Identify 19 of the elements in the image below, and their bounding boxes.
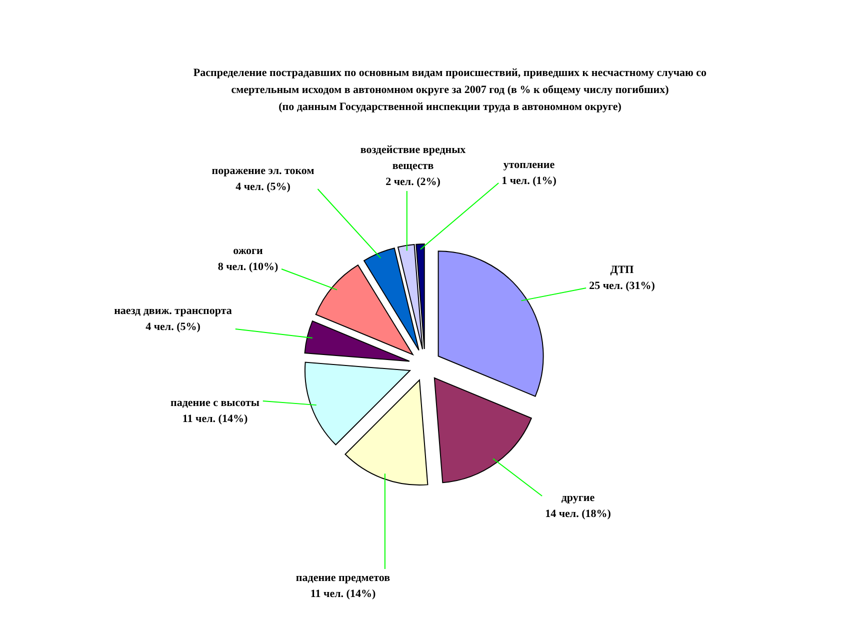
slice-label: утопление: [503, 159, 555, 171]
slice-label: поражение эл. током: [212, 165, 315, 177]
slice-label: другие: [561, 492, 595, 504]
data-label: 4 чел. (5%): [146, 321, 201, 333]
data-label: 1 чел. (1%): [502, 175, 557, 187]
data-label: 11 чел. (14%): [182, 413, 248, 425]
slice-label: падение с высоты: [170, 397, 260, 409]
data-label: 2 чел. (2%): [386, 176, 441, 188]
data-label: 8 чел. (10%): [218, 261, 278, 273]
slice-label: падение предметов: [296, 572, 390, 584]
data-label: 11 чел. (14%): [310, 588, 376, 600]
data-label: 14 чел. (18%): [545, 508, 612, 520]
slice-label: воздействие вредных веществ: [360, 144, 466, 172]
slice-label: ожоги: [233, 245, 264, 257]
data-label: 4 чел. (5%): [236, 181, 291, 193]
slice-label: наезд движ. транспорта: [114, 305, 232, 317]
data-label: 25 чел. (31%): [589, 280, 656, 292]
slice-label: ДТП: [610, 264, 634, 276]
chart-title: Распределение пострадавших по основным видам происшествий, приведших к несчастному случаю со смертельным исходом в автономном округе за 2007 год (в % к общему числу погибших) (по данным Государственной инспекции труда в автономном округе): [193, 67, 708, 113]
